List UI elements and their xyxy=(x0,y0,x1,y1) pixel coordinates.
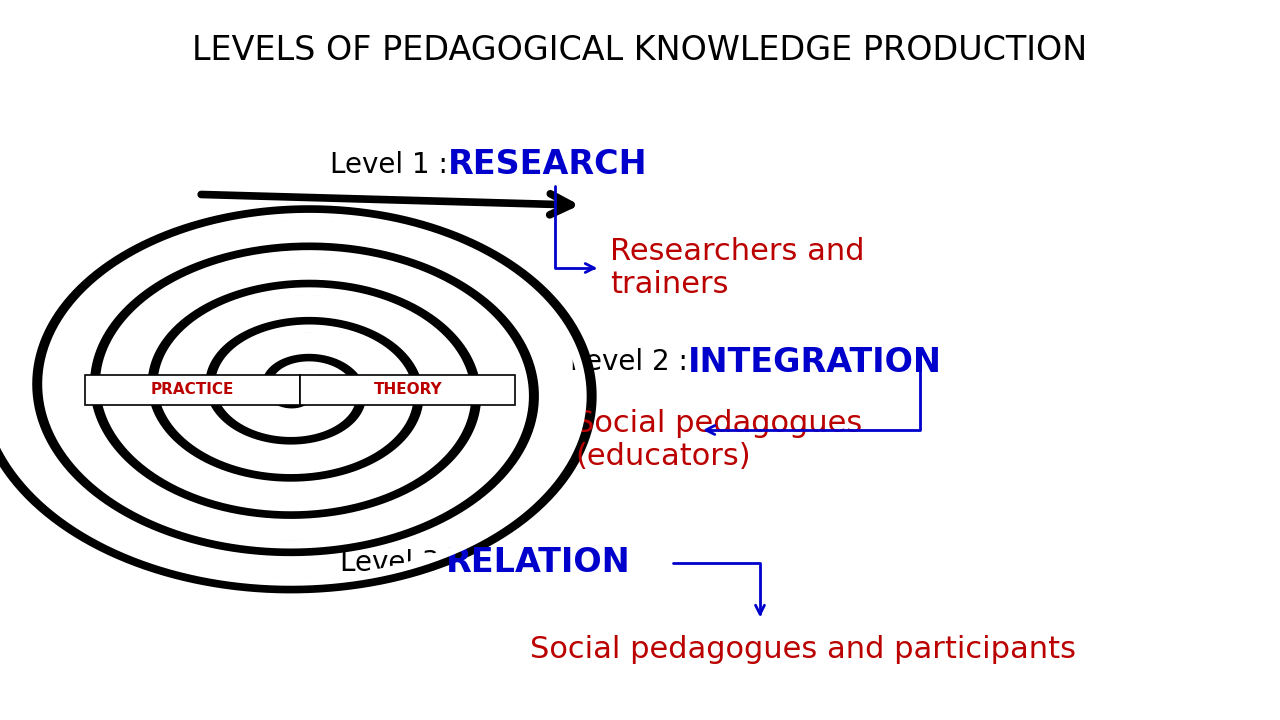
Text: PRACTICE: PRACTICE xyxy=(150,382,234,397)
Text: RESEARCH: RESEARCH xyxy=(448,148,648,181)
Text: Level 2 :: Level 2 : xyxy=(570,348,705,376)
FancyBboxPatch shape xyxy=(300,375,515,405)
Text: THEORY: THEORY xyxy=(374,382,443,397)
Text: Level 3 :: Level 3 : xyxy=(340,549,467,577)
Text: Researchers and
trainers: Researchers and trainers xyxy=(611,237,864,300)
FancyBboxPatch shape xyxy=(84,375,300,405)
Text: Level 1 :: Level 1 : xyxy=(330,151,466,179)
Text: LEVELS OF PEDAGOGICAL KNOWLEDGE PRODUCTION: LEVELS OF PEDAGOGICAL KNOWLEDGE PRODUCTI… xyxy=(192,34,1088,67)
Text: Social pedagogues and participants: Social pedagogues and participants xyxy=(530,636,1076,665)
Text: INTEGRATION: INTEGRATION xyxy=(689,346,942,379)
Text: Social pedagogues
(educators): Social pedagogues (educators) xyxy=(575,409,863,472)
Text: RELATION: RELATION xyxy=(445,546,631,580)
